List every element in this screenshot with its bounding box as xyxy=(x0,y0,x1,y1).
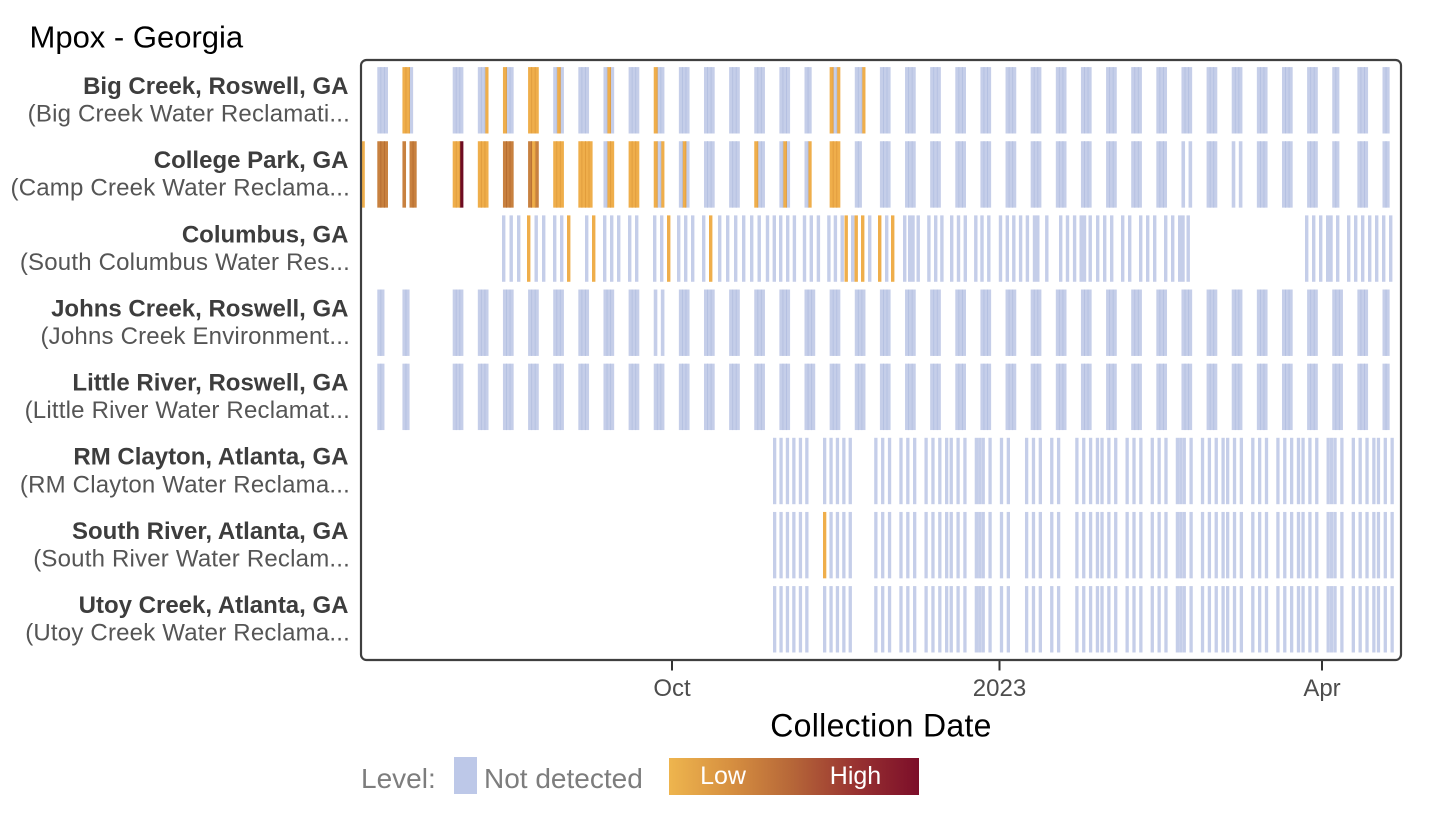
svg-text:Utoy Creek, Atlanta, GA: Utoy Creek, Atlanta, GA xyxy=(79,592,349,619)
svg-text:Not detected: Not detected xyxy=(484,763,643,794)
svg-text:2023: 2023 xyxy=(973,675,1026,702)
svg-text:Johns Creek, Roswell, GA: Johns Creek, Roswell, GA xyxy=(51,295,348,322)
svg-text:RM Clayton, Atlanta, GA: RM Clayton, Atlanta, GA xyxy=(73,444,348,471)
svg-text:(Little River Water Reclamat..: (Little River Water Reclamat... xyxy=(25,397,350,424)
svg-text:(Big Creek Water Reclamati...: (Big Creek Water Reclamati... xyxy=(28,101,350,128)
svg-text:(Camp Creek Water Reclama...: (Camp Creek Water Reclama... xyxy=(11,175,350,202)
svg-text:High: High xyxy=(830,762,881,790)
svg-text:South River, Atlanta, GA: South River, Atlanta, GA xyxy=(72,518,348,545)
svg-text:(Johns Creek Environment...: (Johns Creek Environment... xyxy=(40,323,350,350)
svg-text:(RM Clayton Water Reclama...: (RM Clayton Water Reclama... xyxy=(20,471,350,498)
svg-text:Little River, Roswell, GA: Little River, Roswell, GA xyxy=(72,370,348,397)
svg-text:Oct: Oct xyxy=(653,675,691,702)
svg-text:(South Columbus Water Res...: (South Columbus Water Res... xyxy=(20,249,350,276)
svg-text:Columbus, GA: Columbus, GA xyxy=(182,221,349,248)
svg-text:Collection Date: Collection Date xyxy=(770,708,992,744)
svg-text:(South River Water Reclam...: (South River Water Reclam... xyxy=(33,545,350,572)
svg-text:Mpox - Georgia: Mpox - Georgia xyxy=(30,20,244,55)
svg-text:Big Creek, Roswell, GA: Big Creek, Roswell, GA xyxy=(83,73,348,100)
svg-text:Level:: Level: xyxy=(361,763,436,794)
svg-text:Low: Low xyxy=(700,762,747,790)
svg-text:Apr: Apr xyxy=(1303,675,1340,702)
svg-text:(Utoy Creek Water Reclama...: (Utoy Creek Water Reclama... xyxy=(25,620,350,647)
svg-text:College Park, GA: College Park, GA xyxy=(154,147,349,174)
